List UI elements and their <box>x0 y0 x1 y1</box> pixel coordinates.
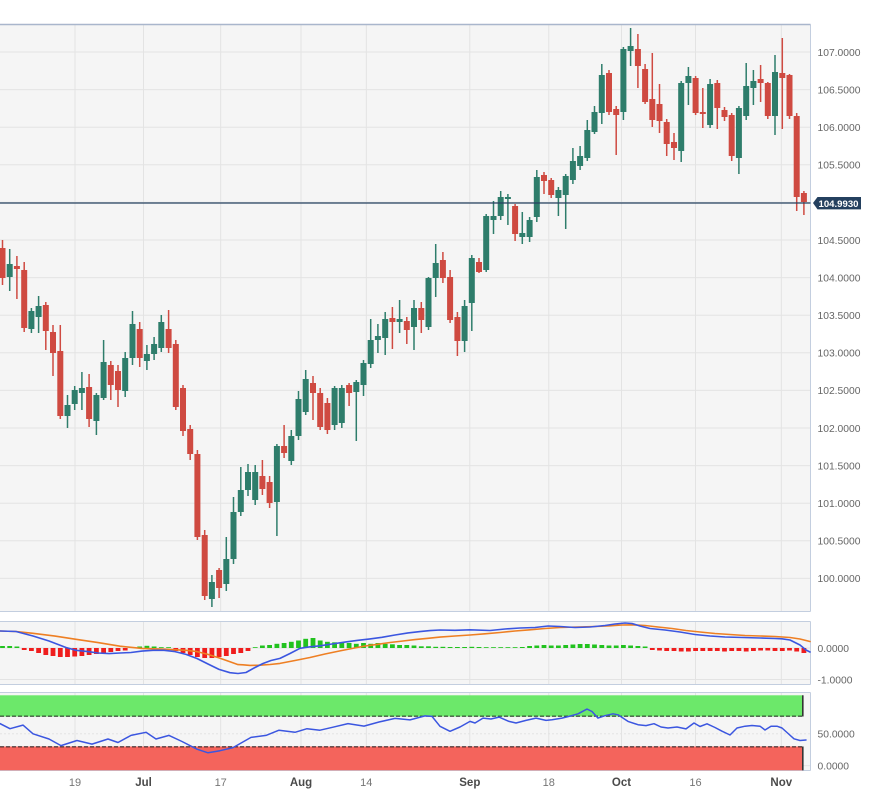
svg-text:Aug: Aug <box>290 777 312 789</box>
svg-text:16: 16 <box>689 777 701 789</box>
svg-text:104.0000: 104.0000 <box>818 273 861 284</box>
svg-text:101.0000: 101.0000 <box>818 499 861 510</box>
svg-text:Nov: Nov <box>770 777 792 789</box>
svg-text:104.5000: 104.5000 <box>818 236 861 247</box>
svg-text:Sep: Sep <box>459 777 480 789</box>
svg-text:14: 14 <box>360 777 372 789</box>
svg-text:104.9930: 104.9930 <box>819 199 859 210</box>
svg-text:101.5000: 101.5000 <box>818 461 861 472</box>
svg-text:103.5000: 103.5000 <box>818 311 861 322</box>
svg-text:106.5000: 106.5000 <box>818 85 861 96</box>
svg-text:105.5000: 105.5000 <box>818 161 861 172</box>
svg-text:Oct: Oct <box>612 777 631 789</box>
svg-text:50.0000: 50.0000 <box>818 730 855 741</box>
svg-text:17: 17 <box>215 777 227 789</box>
svg-text:-1.0000: -1.0000 <box>818 675 853 686</box>
svg-text:0.0000: 0.0000 <box>818 644 850 655</box>
svg-text:Jul: Jul <box>135 777 152 789</box>
svg-text:100.5000: 100.5000 <box>818 537 861 548</box>
svg-text:100.0000: 100.0000 <box>818 574 861 585</box>
svg-text:18: 18 <box>543 777 555 789</box>
svg-text:106.0000: 106.0000 <box>818 123 861 134</box>
svg-text:107.0000: 107.0000 <box>818 48 861 59</box>
svg-text:103.0000: 103.0000 <box>818 349 861 360</box>
svg-text:19: 19 <box>69 777 81 789</box>
svg-text:102.5000: 102.5000 <box>818 386 861 397</box>
svg-text:0.0000: 0.0000 <box>818 761 850 772</box>
svg-text:102.0000: 102.0000 <box>818 424 861 435</box>
